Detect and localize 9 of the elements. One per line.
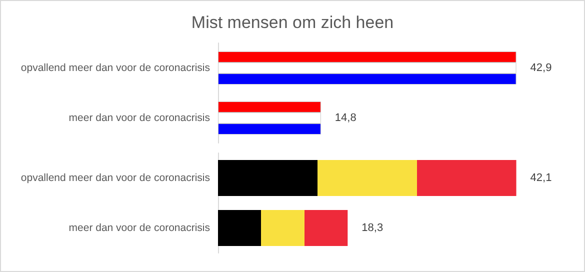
data-label: 18,3 <box>362 222 384 234</box>
y-tick-label: meer dan voor de coronacrisis <box>68 112 210 124</box>
y-tick-label: opvallend meer dan voor de coronacrisis <box>20 172 210 184</box>
data-label: 14,8 <box>334 112 356 124</box>
data-label: 42,9 <box>530 62 552 74</box>
data-label: 42,1 <box>530 172 552 184</box>
y-tick-label: opvallend meer dan voor de coronacrisis <box>20 62 210 74</box>
y-tick-label: meer dan voor de coronacrisis <box>68 222 210 234</box>
chart-title: Mist mensen om zich heen <box>191 13 394 32</box>
